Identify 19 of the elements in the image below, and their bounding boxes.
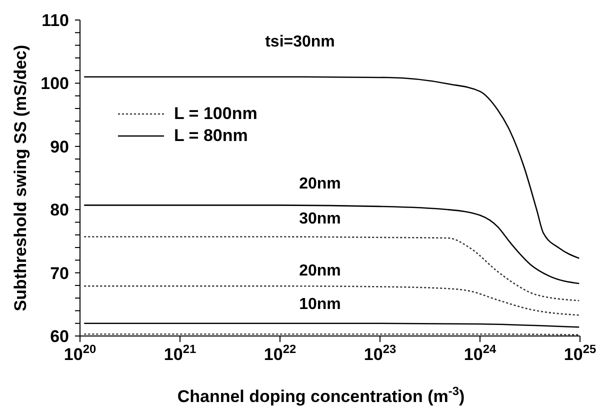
x-tick-label: 10$^{24}$: [464, 342, 496, 364]
y-axis-title: Subthreshold swing SS (mS/dec): [11, 44, 30, 312]
x-tick-label: 10$^{21}$: [164, 342, 196, 364]
annotation: 30nm: [299, 210, 341, 228]
y-tick-label: 70: [50, 264, 69, 283]
annotation: tsi=30nm: [265, 34, 335, 51]
x-axis-title: Channel doping concentration (m$^{-3}$): [177, 384, 465, 406]
x-tick-label: 10$^{25}$: [564, 342, 596, 364]
y-tick-label: 80: [50, 200, 69, 220]
x-tick-label: 10$^{22}$: [264, 342, 296, 364]
annotation: 20nm: [299, 262, 341, 280]
annotation: 10nm: [299, 296, 341, 313]
y-tick-label: 100: [40, 74, 69, 94]
x-tick-label: 10$^{23}$: [364, 342, 396, 364]
y-tick-label: 110: [42, 11, 69, 30]
legend-label: L = 100nm: [174, 104, 258, 124]
y-tick-label: 90: [50, 137, 69, 156]
legend-label: L = 80nm: [174, 126, 248, 146]
annotation: 20nm: [299, 176, 341, 193]
